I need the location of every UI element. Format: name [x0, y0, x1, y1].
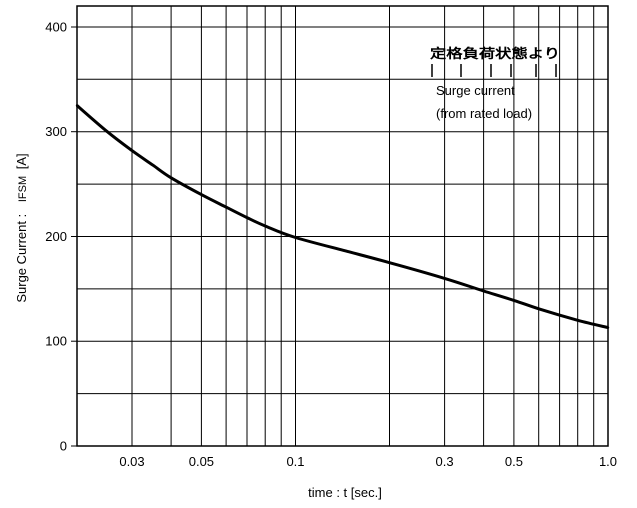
x-tick-label: 1.0 [599, 454, 617, 469]
data-point [606, 326, 610, 329]
x-tick-label: 0.3 [436, 454, 454, 469]
y-tick-label: 100 [45, 334, 67, 349]
data-point [349, 251, 352, 254]
annotation-line-2: (from rated load) [436, 106, 532, 121]
y-axis-label-unit: [A] [14, 153, 29, 169]
grid-lines [77, 6, 608, 446]
data-point [75, 104, 79, 107]
x-axis-label: time : t [sec.] [308, 485, 382, 500]
y-axis-label-main: Surge Current : [14, 214, 29, 303]
data-point [200, 193, 203, 196]
annotation-line-1: Surge current [436, 83, 515, 98]
data-point [512, 299, 516, 302]
y-tick-label: 0 [60, 439, 67, 454]
data-point [151, 164, 155, 167]
x-tick-labels: 0.03 0.05 0.1 0.3 0.5 1.0 [119, 454, 617, 469]
annotation-japanese: 定格負荷状態より [429, 46, 560, 61]
x-tick-label: 0.1 [286, 454, 304, 469]
plot-frame [76, 5, 609, 447]
annotation: 定格負荷状態より Surge current (from rated load) [429, 46, 560, 121]
data-point [388, 261, 391, 264]
data-point [245, 216, 249, 219]
data-point [130, 149, 134, 152]
data-point [537, 307, 540, 310]
curve-layer [75, 104, 610, 330]
y-tick-label: 300 [45, 124, 67, 139]
data-point [106, 130, 109, 133]
data-point [169, 176, 173, 179]
y-tick-label: 200 [45, 229, 67, 244]
x-tick-label: 0.03 [119, 454, 144, 469]
data-point [294, 236, 297, 239]
data-point [264, 224, 267, 228]
y-axis-label-symbol: IFSM [17, 176, 29, 202]
series-line [76, 104, 609, 330]
data-point [576, 319, 579, 322]
data-point [224, 205, 228, 209]
y-tick-labels: 0 100 200 300 400 [45, 20, 77, 454]
data-point [482, 289, 485, 293]
x-tick-label: 0.05 [189, 454, 214, 469]
data-point [443, 277, 446, 280]
y-tick-label: 400 [45, 20, 67, 35]
x-tick-label: 0.5 [505, 454, 523, 469]
y-axis-label: Surge Current : IFSM [A] [14, 153, 29, 302]
